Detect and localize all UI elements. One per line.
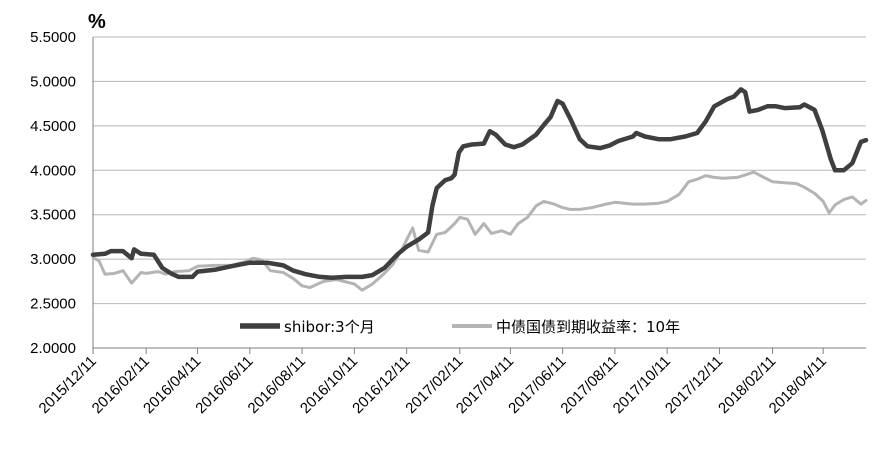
- gridlines: [93, 36, 866, 305]
- y-tick-label: 4.0000: [30, 162, 76, 179]
- y-tick-label: 3.5000: [30, 207, 76, 224]
- y-tick-label: 5.5000: [30, 29, 76, 46]
- legend-label-1: shibor:3个月: [284, 318, 375, 336]
- y-tick-label: 3.0000: [30, 251, 76, 268]
- series-line-1: [90, 87, 869, 281]
- legend: shibor:3个月 中债国债到期收益率：10年: [240, 318, 680, 336]
- legend-label-2: 中债国债到期收益率：10年: [496, 318, 680, 336]
- series-lines: [90, 87, 869, 292]
- y-axis-ticks: 2.0000 2.5000 3.0000 3.5000 4.0000 4.5000 5.00…: [30, 29, 76, 357]
- y-tick-label: 2.0000: [30, 340, 76, 357]
- y-tick-label: 2.5000: [30, 296, 76, 313]
- y-axis-unit-label: %: [88, 11, 106, 33]
- y-tick-label: 4.5000: [30, 118, 76, 135]
- y-tick-label: 5.0000: [30, 73, 76, 90]
- series-line-2: [91, 170, 868, 292]
